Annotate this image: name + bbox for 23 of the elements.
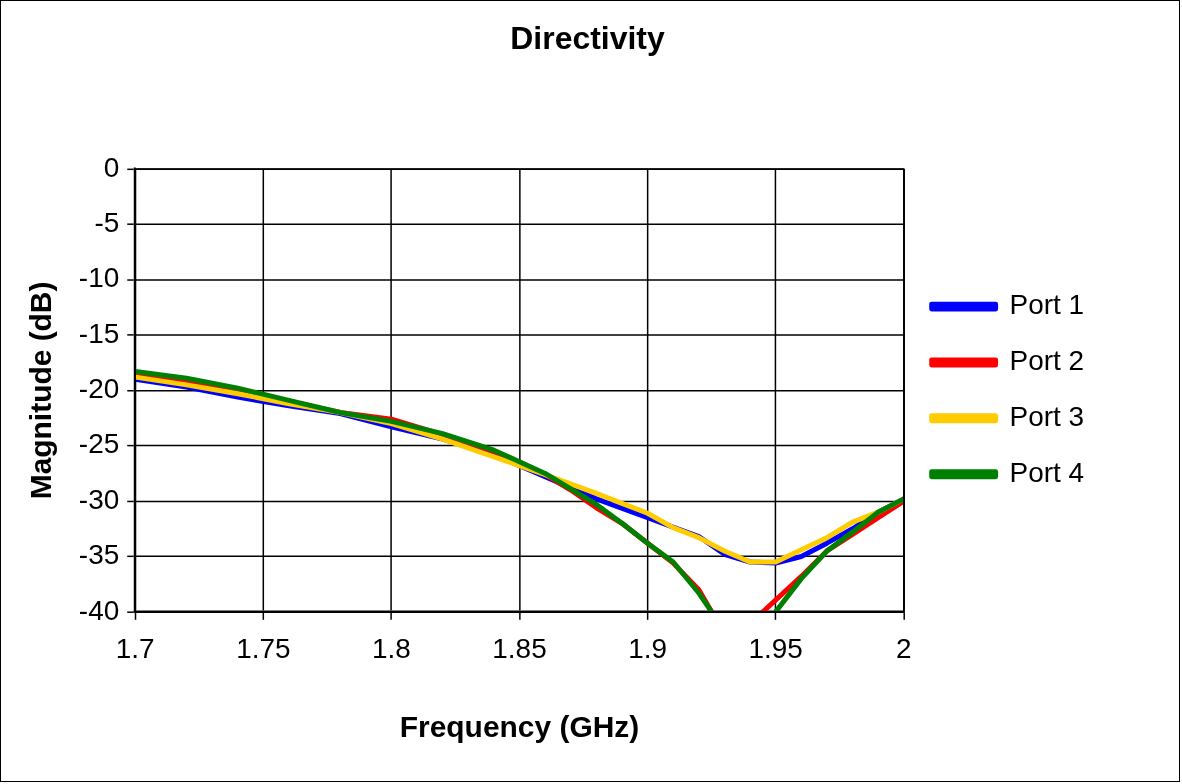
y-tick-label: -35 (78, 539, 120, 571)
y-tick-label: -30 (78, 483, 120, 515)
y-tick-label: -40 (78, 594, 120, 626)
y-tick-label: -10 (78, 262, 120, 294)
y-tick-label: -5 (94, 207, 120, 239)
legend-label: Port 3 (1009, 401, 1085, 433)
x-tick-label: 1.7 (115, 633, 155, 665)
y-tick-label: 0 (103, 151, 120, 183)
x-tick-label: 2 (895, 633, 912, 665)
y-axis-title: Magnitude (dB) (24, 281, 58, 500)
x-axis-title: Frequency (GHz) (399, 710, 640, 744)
x-tick-label: 1.75 (236, 633, 291, 665)
y-tick-label: -20 (78, 373, 120, 405)
y-tick-label: -25 (78, 428, 120, 460)
y-tick-label: -15 (78, 317, 120, 349)
x-tick-label: 1.9 (628, 633, 668, 665)
x-tick-label: 1.95 (748, 633, 803, 665)
legend-label: Port 2 (1009, 345, 1085, 377)
x-tick-label: 1.8 (371, 633, 411, 665)
chart-title: Directivity (510, 19, 665, 56)
legend-label: Port 1 (1009, 289, 1085, 321)
x-tick-label: 1.85 (492, 633, 547, 665)
legend-label: Port 4 (1009, 456, 1085, 488)
